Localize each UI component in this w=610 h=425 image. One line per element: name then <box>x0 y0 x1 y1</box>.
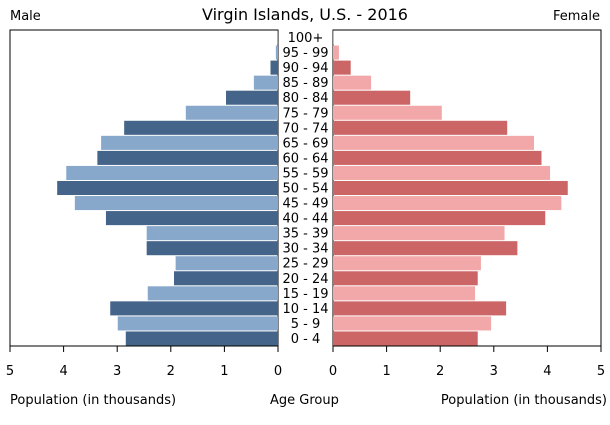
female-tick-label: 0 <box>329 364 337 379</box>
female-bar <box>333 120 508 135</box>
male-label: Male <box>10 9 41 24</box>
female-tick-label: 2 <box>436 364 444 379</box>
male-bar <box>105 211 278 226</box>
male-bar <box>124 120 278 135</box>
male-tick-label: 4 <box>59 364 67 379</box>
age-group-label: 30 - 34 <box>282 242 328 257</box>
male-tick-label: 5 <box>6 364 14 379</box>
age-group-label: 10 - 14 <box>282 302 328 317</box>
age-group-label: 45 - 49 <box>282 197 328 212</box>
female-tick-label: 5 <box>597 364 605 379</box>
female-axis-label: Population (in thousands) <box>440 393 607 408</box>
female-bar <box>333 301 507 316</box>
age-group-label: 65 - 69 <box>282 136 328 151</box>
male-bar <box>97 150 278 165</box>
male-bar <box>275 45 278 60</box>
age-group-label: 25 - 29 <box>282 257 328 272</box>
female-bar <box>333 75 372 90</box>
male-bar <box>253 75 278 90</box>
male-tick-label: 0 <box>274 364 282 379</box>
male-bar <box>110 301 279 316</box>
male-bar <box>101 135 279 150</box>
male-bar <box>277 30 278 45</box>
age-group-label: 75 - 79 <box>282 106 328 121</box>
male-axis-label: Population (in thousands) <box>10 393 177 408</box>
male-bar <box>147 286 278 301</box>
male-tick-label: 3 <box>113 364 121 379</box>
male-bar <box>185 105 278 120</box>
female-bar <box>333 256 481 271</box>
male-bar <box>125 331 278 346</box>
age-group-label: Age Group <box>270 393 339 408</box>
female-bar <box>333 196 562 211</box>
female-bar <box>333 331 478 346</box>
age-group-label: 85 - 89 <box>282 76 328 91</box>
female-bar <box>333 226 505 241</box>
age-group-label: 35 - 39 <box>282 227 328 242</box>
female-tick-label: 4 <box>543 364 551 379</box>
age-group-label: 40 - 44 <box>282 212 328 227</box>
female-bar <box>333 30 334 45</box>
chart-title: Virgin Islands, U.S. - 2016 <box>202 5 408 24</box>
age-group-label: 95 - 99 <box>282 46 328 61</box>
age-group-label: 70 - 74 <box>282 121 328 136</box>
male-bar <box>175 256 278 271</box>
male-bar <box>74 196 278 211</box>
female-tick-label: 3 <box>490 364 498 379</box>
male-bar <box>226 90 278 105</box>
age-group-label: 5 - 9 <box>291 317 321 332</box>
male-bar <box>117 316 279 331</box>
female-bar <box>333 271 478 286</box>
male-bar <box>66 165 278 180</box>
female-label: Female <box>552 9 600 24</box>
age-group-label: 60 - 64 <box>282 151 328 166</box>
age-group-label: 15 - 19 <box>282 287 328 302</box>
female-bar <box>333 316 492 331</box>
age-group-label: 80 - 84 <box>282 91 328 106</box>
age-group-label: 100+ <box>288 31 324 46</box>
male-bar <box>146 241 278 256</box>
female-bar <box>333 135 534 150</box>
male-bar <box>146 226 278 241</box>
female-bar <box>333 286 476 301</box>
age-group-label: 90 - 94 <box>282 61 328 76</box>
female-bar <box>333 241 518 256</box>
age-group-label: 0 - 4 <box>291 332 321 347</box>
female-bar <box>333 60 351 75</box>
female-bar <box>333 150 542 165</box>
age-group-label: 20 - 24 <box>282 272 328 287</box>
female-bar <box>333 211 546 226</box>
female-bar <box>333 105 442 120</box>
female-bar <box>333 165 551 180</box>
male-tick-label: 1 <box>220 364 228 379</box>
male-bar <box>174 271 278 286</box>
female-bar <box>333 180 568 196</box>
male-bar <box>57 180 278 196</box>
female-bar <box>333 45 339 60</box>
age-group-label: 55 - 59 <box>282 166 328 181</box>
male-tick-label: 2 <box>167 364 175 379</box>
age-group-label: 50 - 54 <box>282 182 328 197</box>
male-bar <box>270 60 278 75</box>
female-tick-label: 1 <box>382 364 390 379</box>
female-bar <box>333 90 411 105</box>
